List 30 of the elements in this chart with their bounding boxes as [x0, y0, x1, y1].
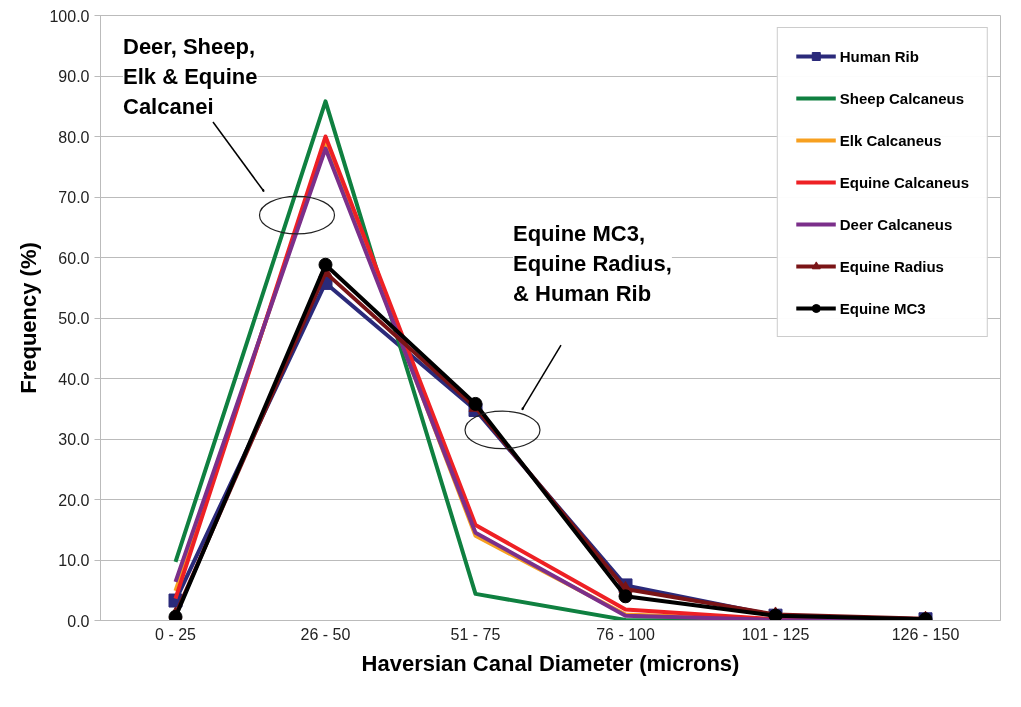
point [618, 589, 633, 604]
x-tick-label: 51 - 75 [450, 625, 501, 643]
legend-label: Human Rib [839, 47, 919, 65]
y-tick-label: 0.0 [67, 612, 90, 630]
x-tick-label: 76 - 100 [596, 625, 655, 643]
y-axis-title: Frequency (%) [16, 242, 42, 394]
y-tick-label: 60.0 [58, 249, 90, 267]
x-tick-label: 101 - 125 [741, 625, 810, 643]
legend-label: Sheep Calcaneus [839, 89, 964, 107]
y-tick-label: 50.0 [58, 310, 90, 327]
y-tick-label: 70.0 [58, 189, 90, 206]
y-tick-label: 90.0 [58, 68, 90, 85]
y-tick-label: 40.0 [58, 370, 90, 388]
legend-label: Equine Radius [839, 257, 944, 275]
legend-label: Deer Calcaneus [839, 215, 953, 233]
y-tick-label: 30.0 [58, 431, 90, 448]
legend-label: Equine MC3 [839, 299, 926, 317]
y-tick-label: 20.0 [58, 491, 90, 509]
x-tick-label: 0 - 25 [155, 625, 197, 643]
x-tick-label: 26 - 50 [300, 625, 351, 643]
y-tick-label: 100.0 [49, 7, 90, 25]
point [318, 257, 333, 272]
annotation: Equine MC3, Equine Radius, & Human Rib [513, 221, 672, 307]
y-tick-label: 80.0 [58, 128, 90, 146]
legend-label: Equine Calcaneus [839, 173, 969, 191]
annotation: Deer, Sheep, Elk & Equine Calcanei [123, 33, 258, 119]
y-tick-label: 10.0 [58, 552, 90, 569]
legend-label: Elk Calcaneus [839, 131, 942, 149]
x-tick-label: 126 - 150 [891, 625, 960, 643]
x-axis-title: Haversian Canal Diameter (microns) [361, 650, 740, 676]
